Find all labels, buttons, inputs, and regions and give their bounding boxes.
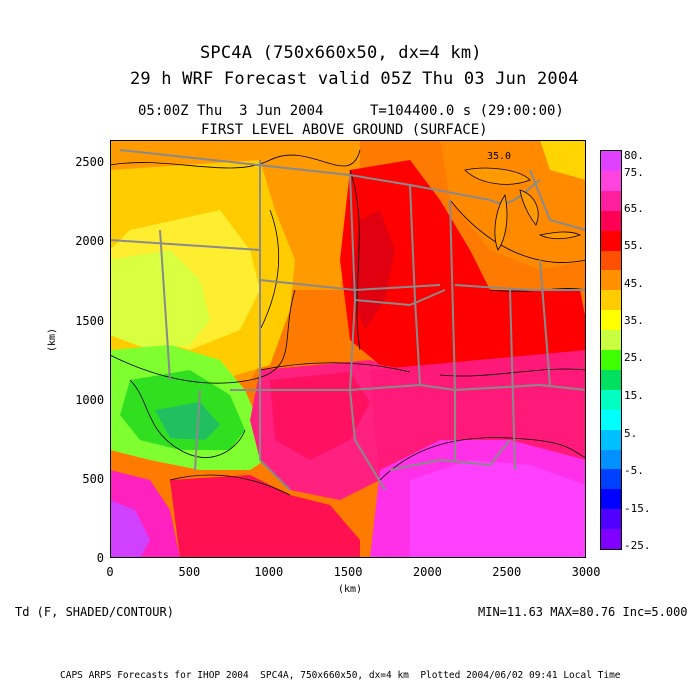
contour-label: 35.0	[487, 151, 512, 162]
colorbar-swatch	[601, 409, 621, 430]
colorbar-label: 45.	[624, 277, 644, 290]
valid-time-label: 05:00Z Thu 3 Jun 2004	[138, 103, 324, 119]
great-lakes	[464, 167, 582, 251]
colorbar-swatch	[601, 310, 621, 331]
colorbar-swatch	[601, 151, 621, 171]
dewpoint-map	[109, 140, 587, 558]
colorbar-swatch	[601, 230, 621, 251]
field-description: Td (F, SHADED/CONTOUR)	[15, 605, 174, 619]
colorbar-label: -5.	[624, 464, 644, 477]
x-axis-label: (km)	[338, 584, 363, 595]
colorbar-label: 80.	[624, 149, 644, 162]
x-tick-label: 2000	[412, 565, 442, 579]
x-tick-label: 1000	[254, 565, 284, 579]
min-max-stats: MIN=11.63 MAX=80.76 Inc=5.000	[478, 605, 688, 619]
northeast-yellow	[540, 140, 586, 180]
colorbar-swatch	[601, 270, 621, 291]
state-boundaries	[109, 149, 587, 491]
gulf-bright-core	[410, 460, 586, 558]
x-tick-label: 3000	[571, 565, 601, 579]
central-red-shading	[340, 160, 586, 380]
x-tick-label: 500	[178, 565, 201, 579]
pacific-purple	[110, 500, 150, 558]
colorbar-swatch	[601, 330, 621, 351]
colorbar-swatch	[601, 489, 621, 510]
colorbar-swatch	[601, 250, 621, 271]
x-tick-label: 0	[106, 565, 114, 579]
x-tick-label: 1500	[333, 565, 363, 579]
colorbar-label: -25.	[624, 539, 651, 552]
y-tick-label: 1000	[75, 392, 105, 407]
colorbar-label: 35.	[624, 314, 644, 327]
colorbar-swatch	[601, 469, 621, 490]
contour-lines	[109, 149, 587, 496]
colorbar-label: -15.	[624, 502, 651, 515]
map-svg	[109, 140, 587, 558]
y-axis-label: (km)	[47, 327, 58, 352]
colorbar-label: 25.	[624, 351, 644, 364]
intermountain-yellowgreen	[110, 250, 210, 350]
y-tick-label: 1500	[75, 313, 105, 328]
colorbar-label: 75.	[624, 166, 644, 179]
desert-teal-patch	[155, 402, 220, 440]
colorbar-swatch	[601, 170, 621, 191]
colorbar-swatch	[601, 350, 621, 370]
colorbar-swatch	[601, 429, 621, 450]
colorbar	[600, 150, 622, 550]
y-tick-label: 500	[82, 471, 105, 486]
colorbar-label: 65.	[624, 202, 644, 215]
forecast-seconds-label: T=104400.0 s (29:00:00)	[370, 103, 564, 119]
colorbar-swatch	[601, 389, 621, 410]
colorbar-label: 15.	[624, 389, 644, 402]
colorbar-label: 5.	[624, 427, 638, 440]
colorbar-swatch	[601, 529, 621, 550]
y-tick-label: 2000	[75, 234, 105, 249]
texas-red-core	[270, 372, 370, 460]
y-tick-label: 0	[96, 551, 105, 565]
colorbar-swatch	[601, 449, 621, 470]
colorbar-swatch	[601, 509, 621, 530]
colorbar-swatch	[601, 210, 621, 231]
colorbar-swatch	[601, 369, 621, 390]
title-line-2: 29 h WRF Forecast valid 05Z Thu 03 Jun 2…	[130, 69, 579, 89]
colorbar-label: 55.	[624, 239, 644, 252]
level-label: FIRST LEVEL ABOVE GROUND (SURFACE)	[201, 122, 488, 138]
mexico-red-shading	[170, 475, 360, 558]
map-frame	[110, 140, 586, 558]
x-tick-label: 2500	[492, 565, 522, 579]
colorbar-swatch	[601, 190, 621, 211]
credit-line: CAPS ARPS Forecasts for IHOP 2004 SPC4A,…	[60, 670, 621, 681]
colorbar-swatch	[601, 290, 621, 311]
y-tick-label: 2500	[75, 155, 105, 170]
title-line-1: SPC4A (750x660x50, dx=4 km)	[200, 43, 482, 63]
